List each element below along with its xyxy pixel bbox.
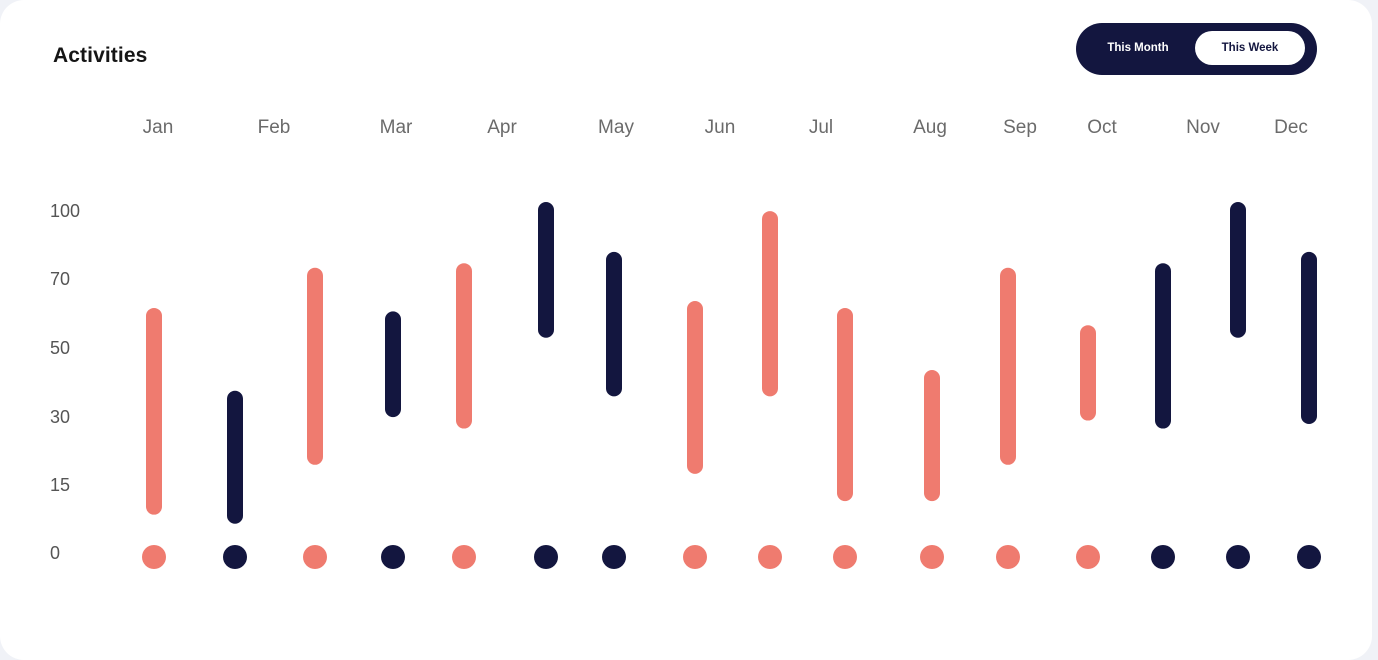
month-label-feb: Feb bbox=[258, 117, 291, 138]
y-tick-label: 100 bbox=[50, 201, 80, 221]
month-label-may: May bbox=[598, 117, 634, 138]
baseline-dot bbox=[833, 545, 857, 569]
period-toggle: This Month This Week bbox=[1076, 23, 1317, 75]
x-axis-labels: Jan Feb Mar Apr May Jun Jul Aug Sep Oct Nov Dec bbox=[143, 117, 1308, 138]
baseline-dot bbox=[920, 545, 944, 569]
baseline-dot bbox=[602, 545, 626, 569]
y-tick-label: 70 bbox=[50, 269, 70, 289]
month-label-jul: Jul bbox=[809, 117, 833, 138]
card-title: Activities bbox=[53, 44, 148, 67]
baseline-dot bbox=[303, 545, 327, 569]
baseline-dot bbox=[223, 545, 247, 569]
toggle-this-week[interactable]: This Week bbox=[1195, 31, 1305, 65]
y-tick-label: 0 bbox=[50, 543, 60, 563]
toggle-this-month[interactable]: This Month bbox=[1107, 42, 1169, 54]
baseline-dot bbox=[452, 545, 476, 569]
month-label-nov: Nov bbox=[1186, 117, 1220, 138]
y-tick-label: 30 bbox=[50, 407, 70, 427]
month-label-dec: Dec bbox=[1274, 117, 1308, 138]
month-label-mar: Mar bbox=[380, 117, 413, 138]
month-label-jan: Jan bbox=[143, 117, 174, 138]
baseline-dot bbox=[534, 545, 558, 569]
baseline-dot bbox=[381, 545, 405, 569]
baseline-dot bbox=[996, 545, 1020, 569]
baseline-dot bbox=[1226, 545, 1250, 569]
baseline-dot bbox=[1076, 545, 1100, 569]
month-label-jun: Jun bbox=[705, 117, 736, 138]
baseline-dot bbox=[683, 545, 707, 569]
baseline-dot bbox=[758, 545, 782, 569]
baseline-dot bbox=[142, 545, 166, 569]
month-label-aug: Aug bbox=[913, 117, 947, 138]
month-label-sep: Sep bbox=[1003, 117, 1037, 138]
y-tick-label: 15 bbox=[50, 475, 70, 495]
baseline-dot bbox=[1151, 545, 1175, 569]
range-bars bbox=[146, 202, 1317, 524]
month-label-apr: Apr bbox=[487, 117, 517, 138]
y-axis-labels: 0 15 30 50 70 100 bbox=[50, 201, 80, 563]
month-label-oct: Oct bbox=[1087, 117, 1117, 138]
y-tick-label: 50 bbox=[50, 338, 70, 358]
baseline-dot bbox=[1297, 545, 1321, 569]
baseline-dots bbox=[142, 545, 1321, 569]
